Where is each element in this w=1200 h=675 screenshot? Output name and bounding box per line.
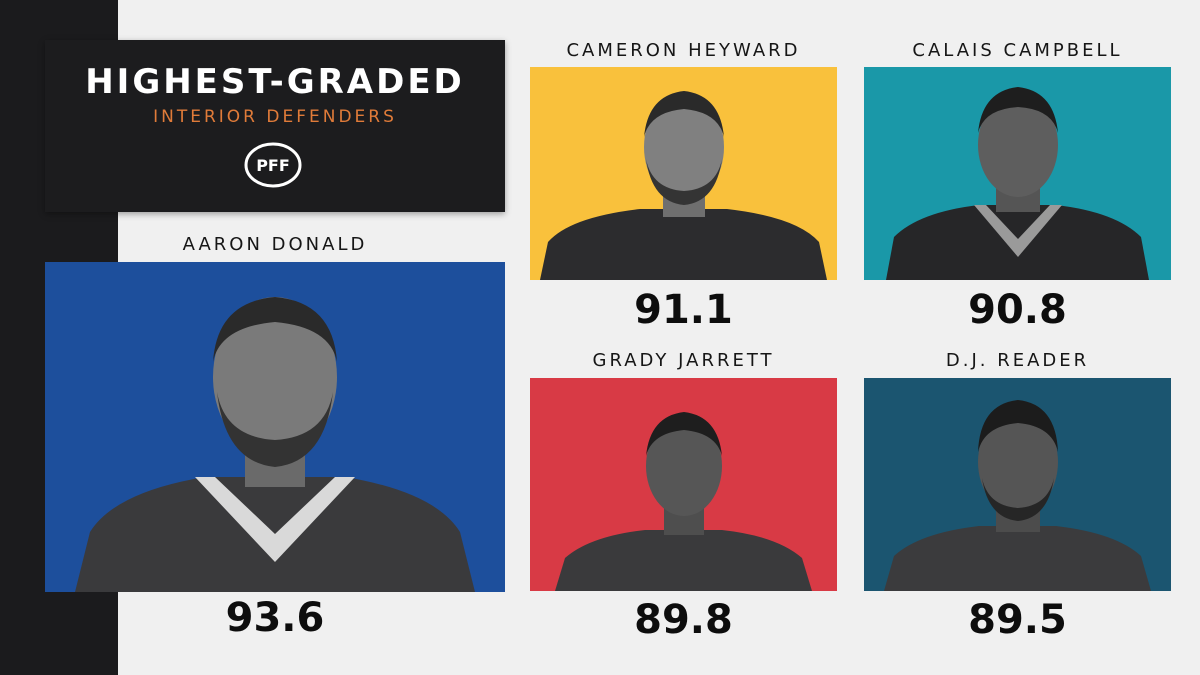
player-card: GRADY JARRETT 89.8: [530, 350, 837, 650]
player-card: AARON DONALD 93.6: [45, 232, 505, 642]
title-panel: HIGHEST-GRADED INTERIOR DEFENDERS: [45, 40, 505, 212]
player-photo: [530, 67, 837, 280]
player-name: D.J. READER: [945, 350, 1090, 371]
page-subtitle: INTERIOR DEFENDERS: [153, 107, 397, 127]
player-grade: 93.6: [225, 595, 325, 641]
player-name: CAMERON HEYWARD: [566, 40, 801, 61]
player-grade: 91.1: [634, 287, 733, 333]
logo-text: PFF: [256, 156, 290, 175]
player-grade: 89.8: [634, 597, 733, 643]
player-name: AARON DONALD: [182, 234, 368, 255]
player-card: CAMERON HEYWARD 91.1: [530, 38, 837, 338]
page-title: HIGHEST-GRADED: [85, 62, 465, 102]
player-name: GRADY JARRETT: [592, 350, 775, 371]
player-name: CALAIS CAMPBELL: [912, 40, 1123, 61]
player-photo: [45, 262, 505, 592]
player-photo: [864, 67, 1171, 280]
player-card: CALAIS CAMPBELL 90.8: [864, 38, 1171, 338]
player-photo: [864, 378, 1171, 591]
player-photo: [530, 378, 837, 591]
player-grade: 89.5: [968, 597, 1067, 643]
pff-logo: PFF: [244, 142, 302, 188]
player-grade: 90.8: [968, 287, 1067, 333]
player-card: D.J. READER 89.5: [864, 350, 1171, 650]
